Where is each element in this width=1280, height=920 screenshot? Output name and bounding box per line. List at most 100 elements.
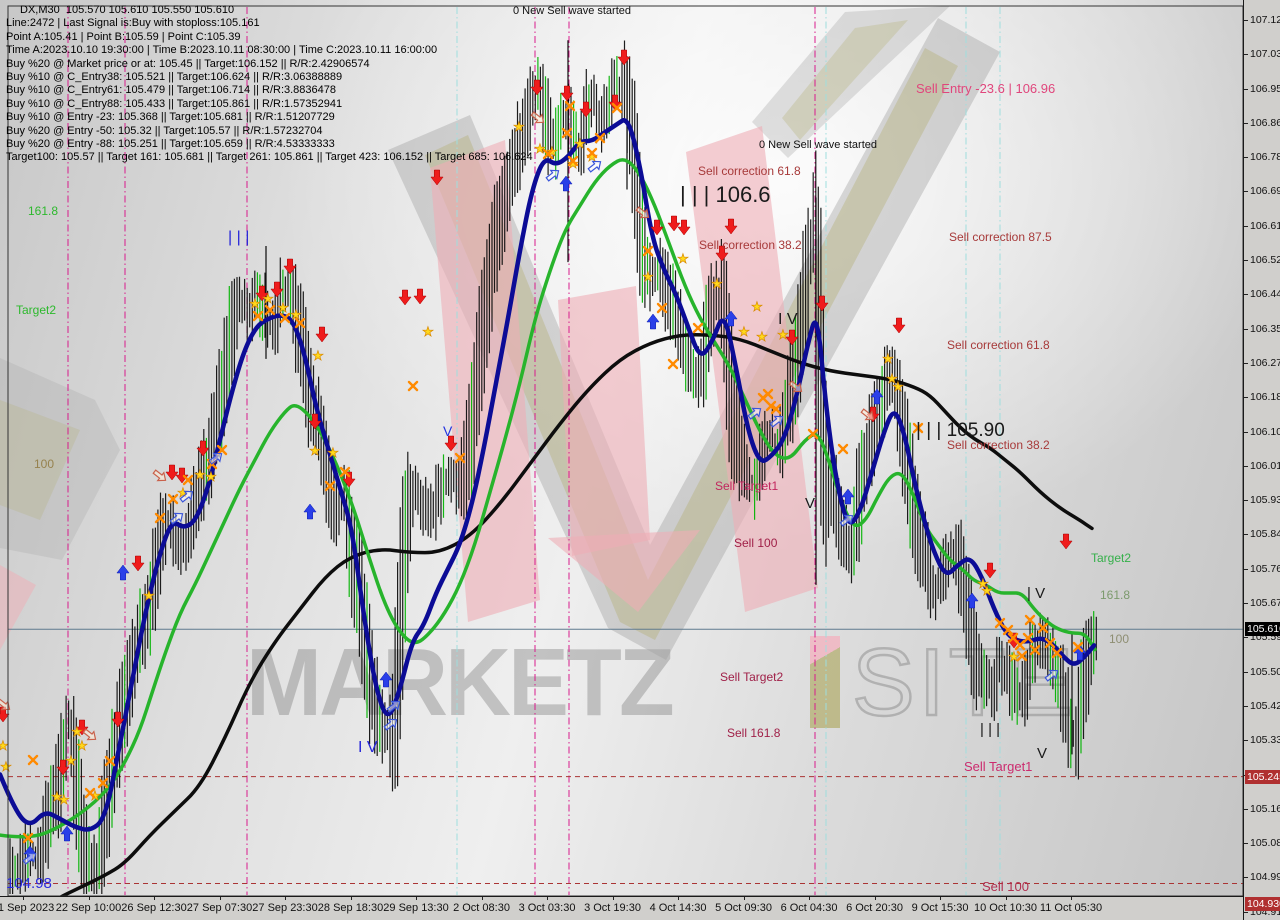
star-signal-icon: ★ (327, 445, 339, 460)
star-signal-icon: ★ (756, 329, 768, 344)
sell-arrow-icon (617, 49, 631, 66)
price-tick-label: 106.015 (1250, 459, 1280, 472)
cross-signal-icon (567, 155, 579, 167)
price-tick-label: 105.080 (1250, 837, 1280, 850)
price-scale[interactable]: 107.120 107.035 106.950 106.865 106.780 106.6… (1243, 0, 1280, 920)
price-tick-label: 106.270 (1250, 356, 1280, 369)
star-signal-icon: ★ (312, 348, 324, 363)
price-tick-label: 106.950 (1250, 82, 1280, 95)
price-tick-mark (1244, 54, 1248, 56)
cross-signal-icon (770, 403, 782, 415)
buy-arrow-icon (379, 671, 393, 688)
time-tick-label: 29 Sep 13:30 (383, 902, 449, 914)
sell-arrow-icon (165, 464, 179, 481)
sell-arrow-icon (111, 711, 125, 728)
buy-arrow-icon (1073, 644, 1087, 661)
buy-arrow-icon (724, 310, 738, 327)
price-tick-mark (1244, 637, 1248, 639)
star-signal-icon: ★ (534, 141, 546, 156)
star-signal-icon: ★ (422, 324, 434, 339)
time-tick-label: 9 Oct 15:30 (911, 902, 969, 914)
watermark-shape (752, 6, 950, 158)
time-tick-mark (481, 897, 483, 900)
star-signal-icon: ★ (194, 467, 206, 482)
star-signal-icon: ★ (977, 576, 989, 591)
star-signal-icon: ★ (677, 251, 689, 266)
fast-ma-line (0, 118, 1097, 832)
star-signal-icon: ★ (574, 136, 586, 151)
time-tick-label: 5 Oct 09:30 (715, 902, 772, 914)
hollow-up-arrow-icon (179, 490, 194, 503)
time-tick-label: 2 Oct 08:30 (453, 902, 510, 914)
cross-signal-icon (611, 102, 623, 114)
star-signal-icon: ★ (71, 724, 83, 739)
price-tick-label: 106.185 (1250, 391, 1280, 404)
star-signal-icon: ★ (751, 299, 763, 314)
cross-signal-icon (182, 474, 194, 486)
sell-arrow-icon (308, 413, 322, 430)
watermark-shape (558, 286, 650, 556)
cross-signal-icon (667, 358, 679, 370)
time-tick-label: 3 Oct 03:30 (518, 902, 576, 914)
chart-svg-layer: ★ ★ ★ ★ ★ ★ ★ ★ ★ ★ ★ ★ ★ ★ ★ ★ ★ ★ ★ ★ ★ ★ ★ ★ ★ ★ ★ ★ ★ ★ ★ ★ ★ ★ ★ ★ ★ ★ ★ (0, 5, 1244, 918)
time-tick-label: 22 Sep 10:00 (55, 902, 122, 914)
price-tick-mark (1244, 603, 1248, 605)
cross-signal-icon (97, 777, 109, 789)
watermark-shape (0, 565, 36, 650)
sell-arrow-icon (677, 219, 691, 236)
chart-plot-area[interactable]: MARKETZ SITE ★ ★ ★ ★ ★ ★ ★ ★ ★ ★ ★ ★ ★ ★ ★ ★ ★ ★ ★ ★ ★ ★ ★ ★ ★ ★ ★… (0, 0, 1244, 918)
info-line: DX,M30 105.570 105.610 105.550 105.610 (20, 4, 235, 16)
cross-signal-icon (454, 452, 466, 464)
star-signal-icon: ★ (642, 269, 654, 284)
cross-signal-icon (216, 444, 228, 456)
time-tick-mark (285, 897, 286, 900)
hollow-up-arrow-icon (386, 700, 401, 713)
cross-signal-icon (1022, 632, 1034, 644)
hollow-up-arrow-icon (169, 512, 184, 525)
cross-signal-icon (561, 127, 573, 139)
buy-arrow-icon (870, 388, 884, 405)
price-badge: 104.930 (1245, 896, 1280, 911)
sell-arrow-icon (983, 562, 997, 579)
star-signal-icon: ★ (513, 119, 525, 134)
cross-signal-icon (994, 617, 1006, 629)
info-line: Buy %10 @ C_Entry88: 105.433 || Target:1… (6, 97, 343, 110)
price-tick-label: 107.035 (1250, 48, 1280, 61)
cross-signal-icon (1024, 614, 1036, 626)
star-signal-icon: ★ (65, 753, 77, 768)
time-tick-mark (154, 897, 155, 900)
buy-arrow-icon (841, 488, 855, 505)
time-tick-mark (1005, 897, 1007, 900)
star-signal-icon: ★ (51, 789, 63, 804)
time-tick-mark (678, 897, 679, 900)
info-line: Buy %20 @ Market price or at: 105.45 || … (6, 57, 370, 70)
signal-info-panel: DX,M30 105.570 105.610 105.550 105.610 Li… (6, 4, 533, 165)
cross-signal-icon (765, 400, 777, 412)
buy-arrow-icon (60, 825, 74, 842)
time-tick-label: 6 Oct 20:30 (846, 902, 903, 914)
price-tick-mark (1244, 568, 1248, 570)
sell-arrow-icon (342, 471, 356, 488)
hollow-down-arrow-icon (530, 111, 545, 124)
time-tick-mark (874, 897, 876, 900)
info-line: Buy %20 @ Entry -50: 105.32 || Target:10… (6, 124, 323, 137)
time-tick-label: 3 Oct 19:30 (584, 902, 641, 914)
sell-arrow-icon (715, 245, 729, 262)
price-tick-mark (1244, 877, 1248, 879)
time-tick-label: 27 Sep 23:30 (252, 902, 318, 914)
cross-signal-icon (692, 322, 704, 334)
hollow-up-arrow-icon (383, 718, 398, 731)
star-signal-icon: ★ (981, 583, 993, 598)
time-tick-label: 21 Sep 2023 (0, 902, 55, 914)
cross-signal-icon (279, 312, 291, 324)
cross-signal-icon (1002, 624, 1014, 636)
info-line: Target100: 105.57 || Target 161: 105.681… (6, 151, 533, 164)
cross-signal-icon (104, 755, 116, 767)
hollow-up-arrow-icon (769, 415, 784, 428)
price-tick-label: 106.100 (1250, 425, 1280, 438)
hollow-down-arrow-icon (635, 206, 650, 219)
time-tick-mark (416, 897, 417, 900)
watermark-word-site: SITE (851, 628, 1077, 738)
price-tick-label: 106.525 (1250, 254, 1280, 267)
